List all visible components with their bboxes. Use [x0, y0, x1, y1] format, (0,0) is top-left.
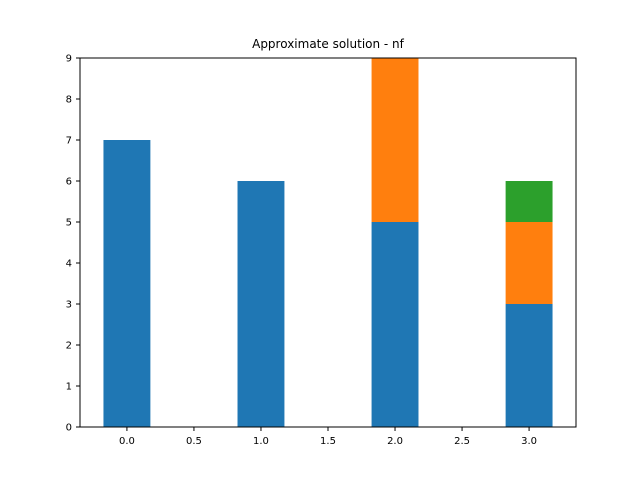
x-tick-label: 0.0 — [119, 436, 135, 447]
bar-series0-x0 — [103, 140, 151, 427]
y-tick-label: 5 — [66, 218, 72, 229]
y-tick-label: 9 — [66, 54, 72, 65]
bar-series1-x2 — [371, 58, 419, 222]
bar-series0-x3 — [505, 304, 553, 427]
bar-series0-x2 — [371, 222, 419, 427]
plot-frame — [79, 57, 577, 428]
bar-series0-x1 — [237, 181, 285, 427]
x-axis: 0.0 0.5 1.0 1.5 2.0 2.5 3.0 — [119, 427, 537, 447]
y-tick-label: 7 — [66, 136, 72, 147]
x-tick-label: 1.5 — [320, 436, 336, 447]
x-tick-label: 1.0 — [253, 436, 269, 447]
bars-layer — [103, 58, 553, 427]
y-tick-label: 1 — [66, 382, 72, 393]
x-tick-label: 2.0 — [387, 436, 403, 447]
y-tick-label: 8 — [66, 95, 72, 106]
y-tick-label: 4 — [66, 259, 72, 270]
x-tick-label: 0.5 — [186, 436, 202, 447]
bar-series1-x3 — [505, 222, 553, 304]
x-tick-label: 2.5 — [454, 436, 470, 447]
y-axis: 0 1 2 3 4 5 6 7 8 9 — [66, 54, 80, 434]
y-tick-label: 6 — [66, 177, 72, 188]
y-tick-label: 2 — [66, 341, 72, 352]
y-tick-label: 0 — [66, 423, 72, 434]
bar-series2-x3 — [505, 181, 553, 222]
chart-title: Approximate solution - nf — [252, 37, 405, 51]
x-tick-label: 3.0 — [521, 436, 537, 447]
y-tick-label: 3 — [66, 300, 72, 311]
